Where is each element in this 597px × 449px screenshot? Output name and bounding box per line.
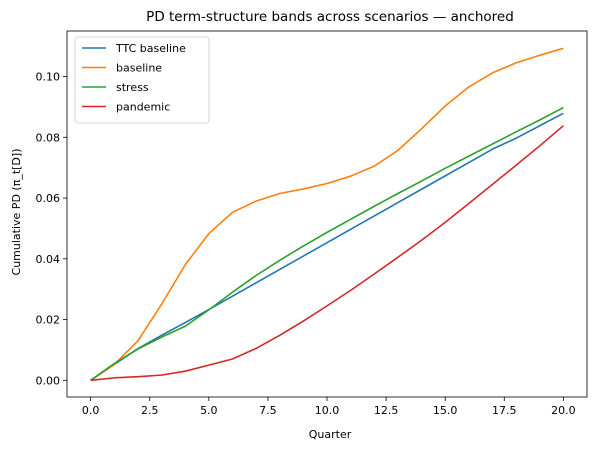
- y-tick-label: 0.00: [36, 374, 61, 387]
- legend-label-stress: stress: [116, 81, 149, 94]
- x-tick-label: 5.0: [200, 404, 218, 417]
- series-line-baseline: [90, 47, 564, 381]
- legend: TTC baseline baseline stress pandemic: [74, 36, 210, 124]
- y-tick-label: 0.04: [36, 253, 61, 266]
- series-line-pandemic: [90, 125, 564, 382]
- legend-label-baseline: baseline: [116, 62, 162, 75]
- y-tick-label: 0.10: [36, 71, 61, 84]
- series-layer: [90, 47, 564, 382]
- x-tick-label: 17.5: [492, 404, 517, 417]
- y-tick-label: 0.06: [36, 192, 61, 205]
- y-tick-label: 0.08: [36, 131, 61, 144]
- y-axis-label: Cumulative PD (π_t[D]): [10, 149, 23, 276]
- series-line-stress: [90, 106, 564, 381]
- y-tick-label: 0.02: [36, 314, 61, 327]
- y-axis: 0.00 0.02 0.04 0.06 0.08 0.10: [36, 71, 67, 387]
- legend-label-ttc-baseline: TTC baseline: [115, 42, 186, 55]
- x-tick-label: 10.0: [315, 404, 340, 417]
- x-tick-label: 12.5: [374, 404, 399, 417]
- series-line-ttc-baseline: [90, 112, 564, 381]
- legend-box: [74, 36, 210, 124]
- x-axis-label: Quarter: [309, 428, 352, 441]
- x-tick-label: 20.0: [551, 404, 576, 417]
- x-tick-label: 15.0: [433, 404, 458, 417]
- x-tick-label: 0.0: [82, 404, 100, 417]
- x-tick-label: 7.5: [259, 404, 277, 417]
- legend-label-pandemic: pandemic: [116, 101, 170, 114]
- x-axis: 0.0 2.5 5.0 7.5 10.0 12.5 15.0 17.5 20.0: [82, 397, 576, 417]
- x-tick-label: 2.5: [141, 404, 159, 417]
- chart-title: PD term-structure bands across scenarios…: [146, 9, 514, 25]
